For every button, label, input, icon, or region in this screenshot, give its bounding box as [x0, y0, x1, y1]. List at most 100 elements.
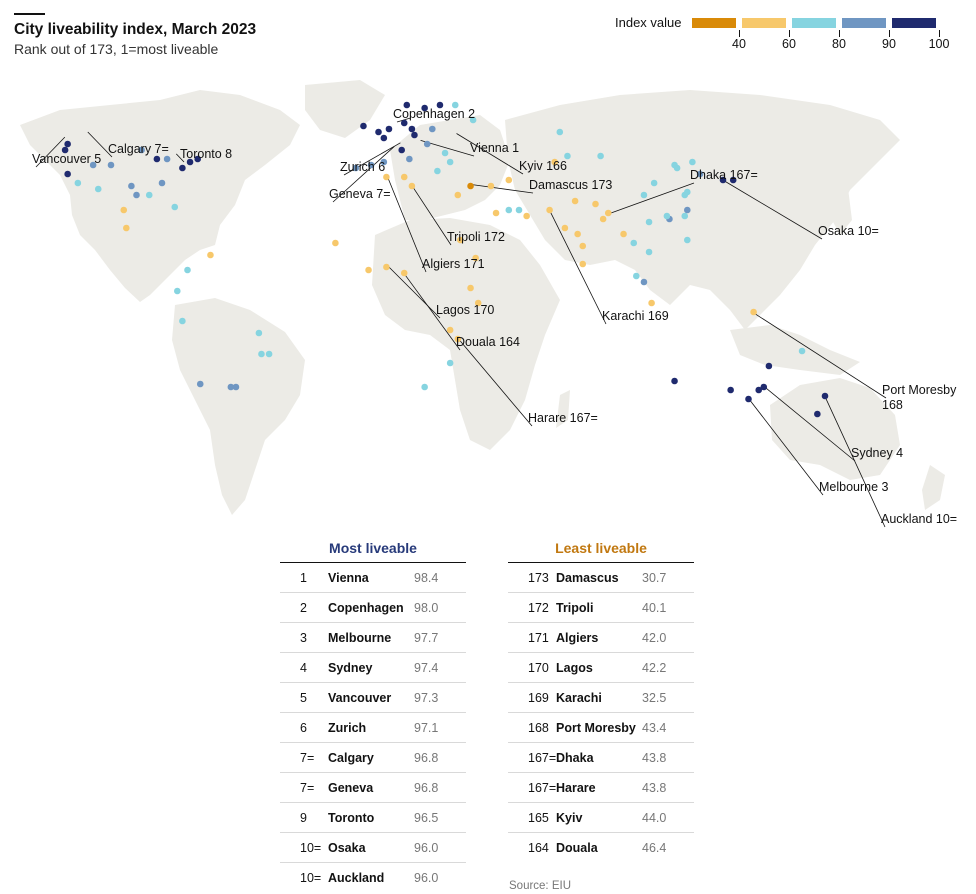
leader-line [387, 265, 441, 319]
legend-tick-label: 40 [732, 37, 746, 51]
city-dot [380, 158, 388, 166]
landmass-north-america [20, 90, 300, 302]
legend-tick [889, 30, 890, 37]
city-dot [436, 101, 444, 109]
least-liveable-table: Least liveable 173 Damascus 30.7 172 Tripoli… [508, 540, 694, 862]
city-dot [648, 299, 655, 307]
city-dot [645, 218, 653, 226]
city-label: Lagos 170 [436, 303, 494, 317]
city-dot [421, 104, 428, 112]
landmass-asia [505, 90, 900, 330]
city-dot [673, 164, 681, 172]
leader-line [332, 146, 395, 203]
most-liveable-rank: 10= [300, 870, 322, 885]
most-liveable-rank: 3 [300, 630, 307, 645]
most-liveable-rank: 5 [300, 690, 307, 705]
city-dot [385, 125, 393, 133]
city-dot [123, 224, 130, 232]
chart-subtitle: Rank out of 173, 1=most liveable [14, 41, 219, 57]
least-liveable-city: Algiers [556, 630, 599, 645]
leader-line [549, 210, 607, 325]
landmass-australia [770, 378, 900, 480]
city-dot [446, 158, 454, 166]
landmass-south-america [172, 298, 305, 515]
most-liveable-rank: 1 [300, 570, 307, 585]
landmass-africa [372, 218, 560, 450]
least-liveable-row: 170 Lagos 42.2 [508, 653, 694, 683]
landmass-southeast-asia [730, 325, 860, 375]
least-liveable-row: 164 Douala 46.4 [508, 833, 694, 862]
city-label: Sydney 4 [851, 446, 903, 460]
city-dot [332, 239, 339, 247]
city-dot [640, 191, 648, 199]
city-dot [375, 128, 382, 136]
least-liveable-rank: 169 [528, 690, 549, 705]
city-dot [184, 266, 191, 274]
city-dot [367, 161, 375, 169]
most-liveable-value: 97.7 [414, 630, 439, 645]
legend-swatch [792, 18, 836, 28]
most-liveable-value: 96.5 [414, 810, 439, 825]
least-liveable-city: Kyiv [556, 810, 583, 825]
city-dot [505, 206, 513, 214]
chart-title: City liveability index, March 2023 [14, 21, 257, 38]
city-labels: Vancouver 5 Calgary 7= Toronto 8 Copenhagen… [32, 107, 957, 526]
legend-swatch [742, 18, 786, 28]
least-liveable-rank: 172 [528, 600, 549, 615]
most-liveable-value: 97.1 [414, 720, 439, 735]
least-liveable-city: Karachi [556, 690, 602, 705]
least-liveable-value: 30.7 [642, 570, 667, 585]
city-label: Auckland 10= [881, 512, 957, 526]
city-label: Dhaka 167= [690, 168, 758, 182]
most-liveable-city: Geneva [328, 780, 374, 795]
most-liveable-row: 1 Vienna 98.4 [280, 563, 466, 593]
most-liveable-city: Vancouver [328, 690, 392, 705]
most-liveable-city: Melbourne [328, 630, 392, 645]
least-liveable-city: Lagos [556, 660, 593, 675]
least-liveable-row: 172 Tripoli 40.1 [508, 593, 694, 623]
city-dot [454, 335, 462, 343]
city-dot [696, 170, 704, 178]
leader-line [35, 136, 66, 168]
city-dot [365, 266, 372, 274]
city-dot [120, 206, 128, 214]
most-liveable-rank: 4 [300, 660, 307, 675]
city-dot [158, 179, 166, 187]
most-liveable-city: Vienna [328, 570, 369, 585]
least-liveable-title: Least liveable [508, 540, 694, 563]
landmass-europe [390, 115, 510, 220]
city-dot [650, 179, 658, 187]
city-dot [546, 206, 553, 214]
city-dot [451, 101, 459, 109]
leader-line [403, 272, 461, 351]
legend-tick [839, 30, 840, 37]
city-dot [765, 362, 773, 370]
least-liveable-row: 171 Algiers 42.0 [508, 623, 694, 653]
most-liveable-rank: 7= [300, 780, 315, 795]
city-dot [74, 179, 82, 187]
legend-tick [739, 30, 740, 37]
city-dot [383, 173, 390, 181]
landmass-new-zealand [922, 465, 945, 510]
most-liveable-rank: 7= [300, 750, 315, 765]
city-dot [681, 191, 689, 199]
least-liveable-rank: 171 [528, 630, 549, 645]
city-dot [515, 206, 523, 214]
city-dot [133, 191, 140, 199]
legend-swatch [692, 18, 736, 28]
city-label: Zurich 6 [340, 160, 385, 174]
leader-line [412, 186, 452, 246]
source-note: Source: EIU [509, 880, 571, 892]
most-liveable-city: Zurich [328, 720, 367, 735]
most-liveable-city: Osaka [328, 840, 366, 855]
landmass-japan [832, 188, 852, 235]
city-dot [227, 383, 235, 391]
most-liveable-rank: 6 [300, 720, 307, 735]
least-liveable-row: 168 Port Moresby 43.4 [508, 713, 694, 743]
least-liveable-rank: 165 [528, 810, 549, 825]
city-dot [107, 161, 115, 169]
city-label: Calgary 7= [108, 142, 169, 156]
least-liveable-value: 40.1 [642, 600, 667, 615]
leader-line [457, 338, 533, 427]
city-dot [403, 101, 411, 109]
